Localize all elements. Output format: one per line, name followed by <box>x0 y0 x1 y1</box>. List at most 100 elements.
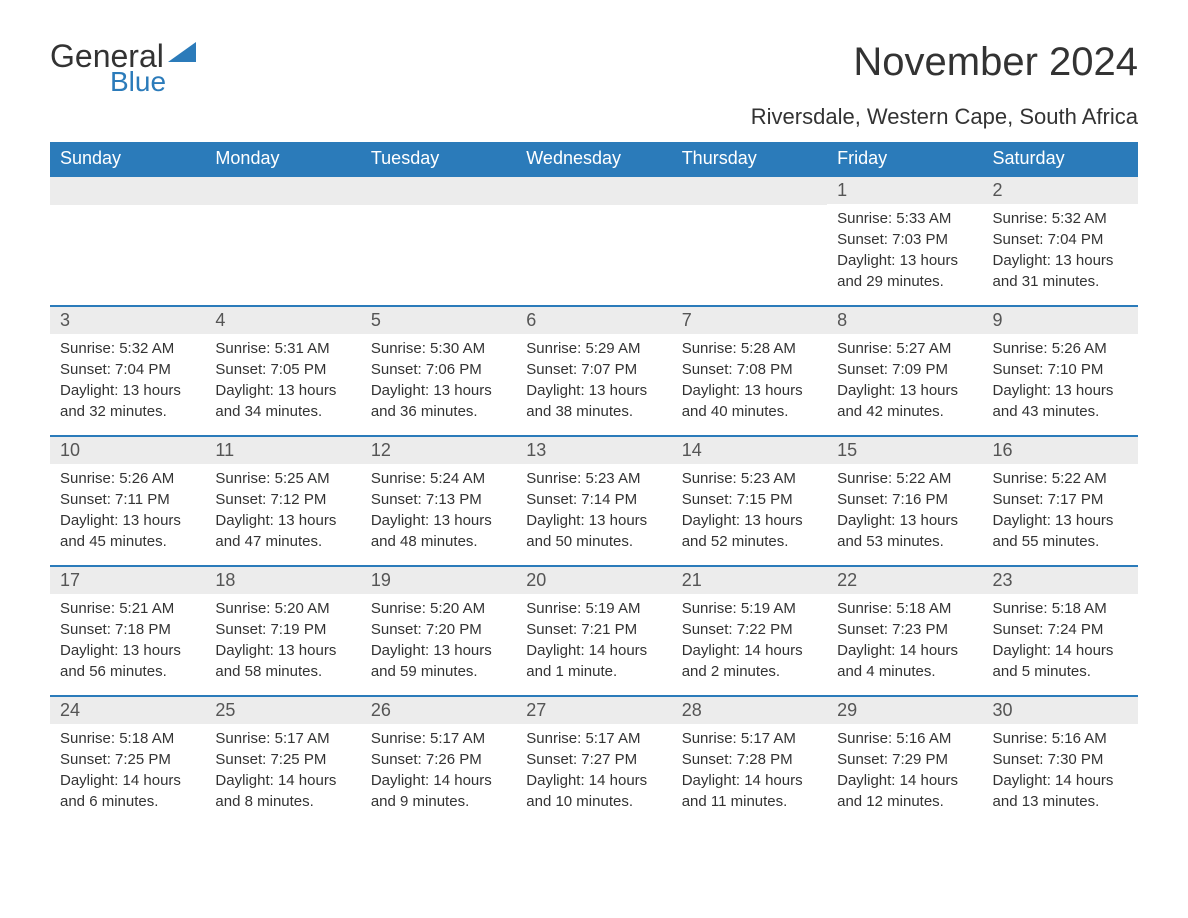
day-content: Sunrise: 5:17 AMSunset: 7:27 PMDaylight:… <box>516 724 671 816</box>
day-cell <box>361 176 516 306</box>
day-cell: 8Sunrise: 5:27 AMSunset: 7:09 PMDaylight… <box>827 306 982 436</box>
daylight-text: Daylight: 13 hours and 59 minutes. <box>371 640 506 682</box>
day-number: 4 <box>205 307 360 334</box>
sunrise-text: Sunrise: 5:33 AM <box>837 208 972 229</box>
daylight-text: Daylight: 13 hours and 31 minutes. <box>993 250 1128 292</box>
sunrise-text: Sunrise: 5:26 AM <box>60 468 195 489</box>
daylight-text: Daylight: 14 hours and 13 minutes. <box>993 770 1128 812</box>
week-row: 1 Sunrise: 5:33 AMSunset: 7:03 PM Daylight… <box>50 176 1138 306</box>
daylight-text: Daylight: 13 hours and 55 minutes. <box>993 510 1128 552</box>
sunrise-text: Sunrise: 5:16 AM <box>837 728 972 749</box>
sunrise-text: Sunrise: 5:18 AM <box>60 728 195 749</box>
day-cell: 25Sunrise: 5:17 AMSunset: 7:25 PMDayligh… <box>205 696 360 826</box>
daylight-text: Daylight: 14 hours and 9 minutes. <box>371 770 506 812</box>
day-header: Wednesday <box>516 142 671 176</box>
sunrise-text: Sunrise: 5:25 AM <box>215 468 350 489</box>
sunrise-text: Sunrise: 5:16 AM <box>993 728 1128 749</box>
day-content: Sunrise: 5:20 AMSunset: 7:20 PMDaylight:… <box>361 594 516 686</box>
day-header: Saturday <box>983 142 1138 176</box>
day-cell: 14Sunrise: 5:23 AMSunset: 7:15 PMDayligh… <box>672 436 827 566</box>
empty-day <box>516 177 671 205</box>
day-cell <box>50 176 205 306</box>
empty-day <box>50 177 205 205</box>
day-number: 1 <box>827 177 982 204</box>
day-content: Sunrise: 5:21 AMSunset: 7:18 PMDaylight:… <box>50 594 205 686</box>
daylight-text: Daylight: 13 hours and 43 minutes. <box>993 380 1128 422</box>
sunset-text: Sunset: 7:03 PM <box>837 229 972 250</box>
day-cell: 16Sunrise: 5:22 AMSunset: 7:17 PMDayligh… <box>983 436 1138 566</box>
sunrise-text: Sunrise: 5:31 AM <box>215 338 350 359</box>
sunset-text: Sunset: 7:30 PM <box>993 749 1128 770</box>
day-cell: 7Sunrise: 5:28 AMSunset: 7:08 PMDaylight… <box>672 306 827 436</box>
day-number: 3 <box>50 307 205 334</box>
day-cell: 12Sunrise: 5:24 AMSunset: 7:13 PMDayligh… <box>361 436 516 566</box>
day-content: Sunrise: 5:20 AMSunset: 7:19 PMDaylight:… <box>205 594 360 686</box>
day-content: Sunrise: 5:16 AMSunset: 7:30 PMDaylight:… <box>983 724 1138 816</box>
sunrise-text: Sunrise: 5:18 AM <box>837 598 972 619</box>
day-content: Sunrise: 5:22 AMSunset: 7:16 PMDaylight:… <box>827 464 982 556</box>
sunset-text: Sunset: 7:18 PM <box>60 619 195 640</box>
sunset-text: Sunset: 7:07 PM <box>526 359 661 380</box>
sunset-text: Sunset: 7:05 PM <box>215 359 350 380</box>
day-header: Monday <box>205 142 360 176</box>
sunset-text: Sunset: 7:26 PM <box>371 749 506 770</box>
day-cell: 28Sunrise: 5:17 AMSunset: 7:28 PMDayligh… <box>672 696 827 826</box>
day-number: 7 <box>672 307 827 334</box>
day-number: 9 <box>983 307 1138 334</box>
day-number: 12 <box>361 437 516 464</box>
day-cell: 24 Sunrise: 5:18 AMSunset: 7:25 PMDayligh… <box>50 696 205 826</box>
day-cell <box>516 176 671 306</box>
daylight-text: Daylight: 13 hours and 48 minutes. <box>371 510 506 552</box>
sunrise-text: Sunrise: 5:17 AM <box>371 728 506 749</box>
sunrise-text: Sunrise: 5:30 AM <box>371 338 506 359</box>
sunset-text: Sunset: 7:22 PM <box>682 619 817 640</box>
daylight-text: Daylight: 13 hours and 42 minutes. <box>837 380 972 422</box>
header-row: General Blue November 2024 <box>50 40 1138 96</box>
sunrise-text: Sunrise: 5:24 AM <box>371 468 506 489</box>
day-content: Sunrise: 5:26 AMSunset: 7:10 PMDaylight:… <box>983 334 1138 426</box>
logo-text-blue: Blue <box>110 68 196 96</box>
day-number: 2 <box>983 177 1138 204</box>
day-content: Sunrise: 5:19 AMSunset: 7:21 PMDaylight:… <box>516 594 671 686</box>
day-cell: 6Sunrise: 5:29 AMSunset: 7:07 PMDaylight… <box>516 306 671 436</box>
daylight-text: Daylight: 14 hours and 11 minutes. <box>682 770 817 812</box>
day-number: 25 <box>205 697 360 724</box>
daylight-text: Daylight: 14 hours and 5 minutes. <box>993 640 1128 682</box>
sunset-text: Sunset: 7:25 PM <box>215 749 350 770</box>
day-content: Sunrise: 5:29 AMSunset: 7:07 PMDaylight:… <box>516 334 671 426</box>
logo: General Blue <box>50 40 196 96</box>
day-cell: 30Sunrise: 5:16 AMSunset: 7:30 PMDayligh… <box>983 696 1138 826</box>
sunset-text: Sunset: 7:10 PM <box>993 359 1128 380</box>
calendar-title: November 2024 <box>853 40 1138 85</box>
day-content: Sunrise: 5:17 AMSunset: 7:28 PMDaylight:… <box>672 724 827 816</box>
day-content: Sunrise: 5:28 AMSunset: 7:08 PMDaylight:… <box>672 334 827 426</box>
day-content: Sunrise: 5:32 AMSunset: 7:04 PMDaylight:… <box>50 334 205 426</box>
sunrise-text: Sunrise: 5:20 AM <box>215 598 350 619</box>
day-content: Sunrise: 5:32 AMSunset: 7:04 PMDaylight:… <box>983 204 1138 296</box>
day-header: Friday <box>827 142 982 176</box>
sunset-text: Sunset: 7:25 PM <box>60 749 195 770</box>
daylight-text: Daylight: 13 hours and 40 minutes. <box>682 380 817 422</box>
day-content: Sunrise: 5:16 AMSunset: 7:29 PMDaylight:… <box>827 724 982 816</box>
day-cell: 22Sunrise: 5:18 AMSunset: 7:23 PMDayligh… <box>827 566 982 696</box>
daylight-text: Daylight: 13 hours and 52 minutes. <box>682 510 817 552</box>
day-number: 24 <box>50 697 205 724</box>
day-content: Sunrise: 5:24 AMSunset: 7:13 PMDaylight:… <box>361 464 516 556</box>
day-cell: 11Sunrise: 5:25 AMSunset: 7:12 PMDayligh… <box>205 436 360 566</box>
sunset-text: Sunset: 7:12 PM <box>215 489 350 510</box>
empty-day <box>672 177 827 205</box>
sunrise-text: Sunrise: 5:23 AM <box>682 468 817 489</box>
sunset-text: Sunset: 7:20 PM <box>371 619 506 640</box>
sunrise-text: Sunrise: 5:18 AM <box>993 598 1128 619</box>
daylight-text: Daylight: 13 hours and 56 minutes. <box>60 640 195 682</box>
sunrise-text: Sunrise: 5:22 AM <box>837 468 972 489</box>
daylight-text: Daylight: 14 hours and 6 minutes. <box>60 770 195 812</box>
sunset-text: Sunset: 7:21 PM <box>526 619 661 640</box>
sunrise-text: Sunrise: 5:21 AM <box>60 598 195 619</box>
day-cell: 17Sunrise: 5:21 AMSunset: 7:18 PMDayligh… <box>50 566 205 696</box>
day-content: Sunrise: 5:23 AMSunset: 7:15 PMDaylight:… <box>672 464 827 556</box>
sunrise-text: Sunrise: 5:32 AM <box>60 338 195 359</box>
day-cell: 5Sunrise: 5:30 AMSunset: 7:06 PMDaylight… <box>361 306 516 436</box>
daylight-text: Daylight: 13 hours and 50 minutes. <box>526 510 661 552</box>
day-cell: 13Sunrise: 5:23 AMSunset: 7:14 PMDayligh… <box>516 436 671 566</box>
